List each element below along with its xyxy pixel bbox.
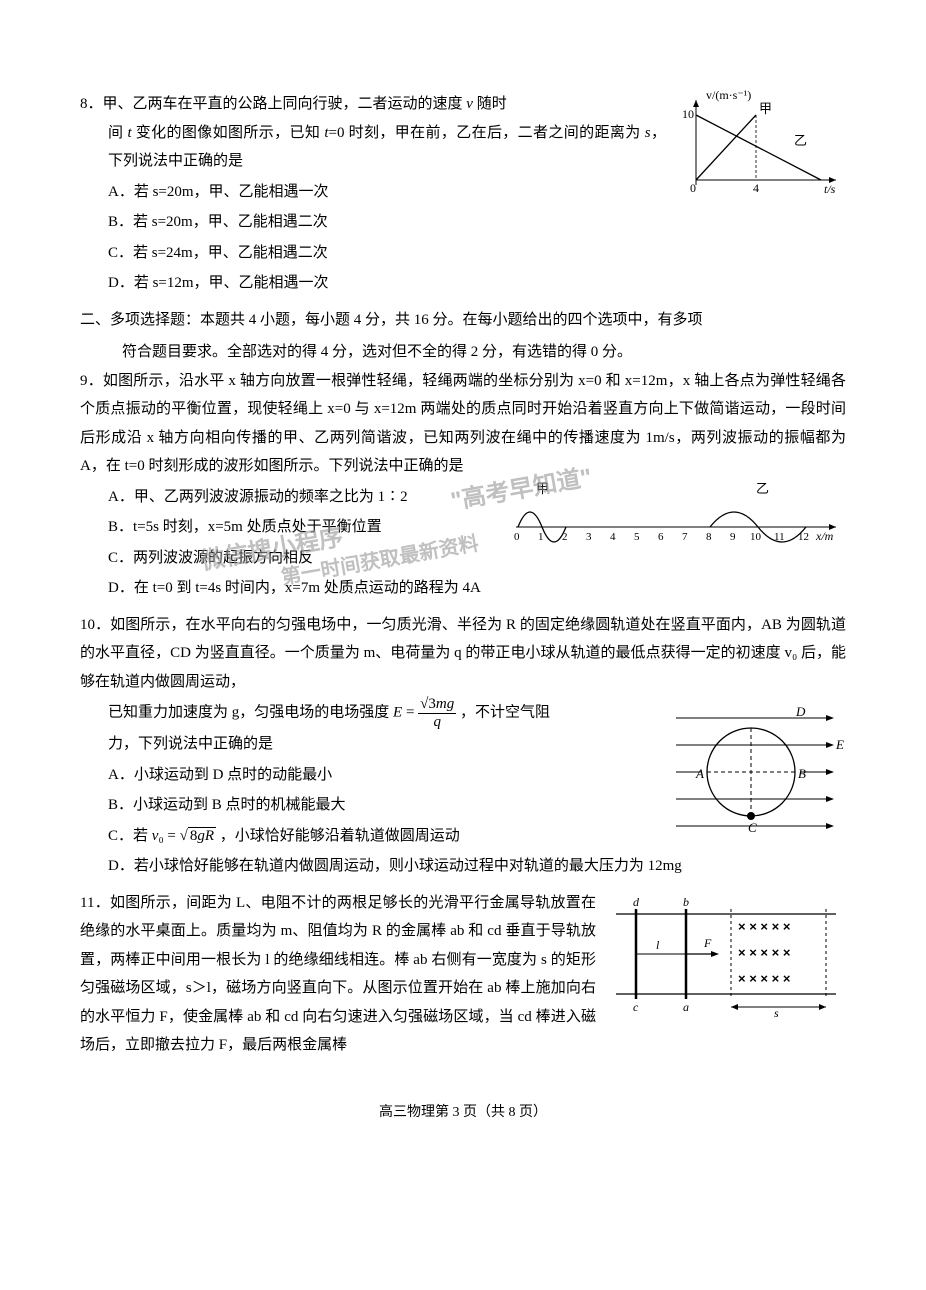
svg-text:c: c	[633, 1000, 639, 1014]
svg-text:b: b	[683, 895, 689, 909]
svg-text:3: 3	[586, 531, 592, 543]
svg-text:10: 10	[750, 531, 762, 543]
svg-text:甲: 甲	[759, 101, 772, 116]
svg-text:乙: 乙	[756, 481, 769, 496]
svg-text:D: D	[795, 704, 806, 719]
svg-text:× × × × ×: × × × × ×	[738, 971, 791, 986]
q8-optB: B．若 s=20m，甲、乙能相遇二次	[80, 208, 846, 237]
question-8: 10 0 4 v/(m·s⁻¹) t/s 甲 乙 8．甲、乙两车在平直的公路上同…	[80, 90, 846, 298]
svg-text:× × × × ×: × × × × ×	[738, 945, 791, 960]
svg-text:甲: 甲	[536, 481, 549, 496]
q9-optD: D．在 t=0 到 t=4s 时间内，x=7m 处质点运动的路程为 4A	[80, 574, 846, 603]
q8-optC: C．若 s=24m，甲、乙能相遇二次	[80, 239, 846, 268]
svg-text:12: 12	[798, 531, 809, 543]
q8-graph: 10 0 4 v/(m·s⁻¹) t/s 甲 乙	[676, 90, 846, 200]
q8-figure: 10 0 4 v/(m·s⁻¹) t/s 甲 乙	[676, 90, 846, 211]
q9-num: 9．	[80, 373, 103, 389]
svg-text:1: 1	[538, 531, 544, 543]
svg-text:v/(m·s⁻¹): v/(m·s⁻¹)	[706, 90, 751, 102]
q11-figure: × × × × × × × × × × × × × × × d b c a l …	[606, 889, 846, 1030]
svg-text:乙: 乙	[794, 133, 807, 148]
svg-text:0: 0	[690, 181, 696, 195]
section2-title: 二、多项选择题：本题共 4 小题，每小题 4 分，共 16 分。在每小题给出的四…	[80, 306, 846, 335]
q11-num: 11．	[80, 895, 110, 911]
q8-optD: D．若 s=12m，甲、乙能相遇一次	[80, 269, 846, 298]
svg-text:10: 10	[682, 107, 694, 121]
section2-sub: 符合题目要求。全部选对的得 4 分，选对但不全的得 2 分，有选错的得 0 分。	[80, 338, 846, 367]
svg-text:F: F	[703, 936, 712, 950]
q10-stem1: 10．如图所示，在水平向右的匀强电场中，一匀质光滑、半径为 R 的固定绝缘圆轨道…	[80, 611, 846, 697]
svg-text:9: 9	[730, 531, 736, 543]
svg-text:d: d	[633, 895, 640, 909]
svg-text:C: C	[748, 820, 757, 835]
q9-graph: 012 345 678 91011 12 x/m 甲 乙	[506, 477, 846, 562]
svg-text:E: E	[835, 737, 844, 752]
question-9: 9．如图所示，沿水平 x 轴方向放置一根弹性轻绳，轻绳两端的坐标分别为 x=0 …	[80, 367, 846, 603]
q9-figure: 012 345 678 91011 12 x/m 甲 乙	[506, 477, 846, 573]
svg-text:a: a	[683, 1000, 689, 1014]
svg-text:0: 0	[514, 531, 520, 543]
q10-graph: A B C D E	[666, 700, 846, 840]
svg-text:A: A	[695, 766, 704, 781]
svg-text:l: l	[656, 938, 660, 952]
svg-text:6: 6	[658, 531, 664, 543]
q8-num: 8．	[80, 96, 103, 112]
svg-text:4: 4	[610, 531, 616, 543]
svg-text:5: 5	[634, 531, 640, 543]
question-11: × × × × × × × × × × × × × × × d b c a l …	[80, 889, 846, 1060]
q10-optD: D．若小球恰好能够在轨道内做圆周运动，则小球运动过程中对轨道的最大压力为 12m…	[80, 852, 846, 881]
svg-text:x/m: x/m	[815, 529, 834, 543]
svg-text:7: 7	[682, 531, 688, 543]
q11-graph: × × × × × × × × × × × × × × × d b c a l …	[606, 889, 846, 1019]
svg-text:s: s	[774, 1006, 779, 1019]
svg-text:8: 8	[706, 531, 712, 543]
svg-text:t/s: t/s	[824, 182, 836, 196]
svg-text:× × × × ×: × × × × ×	[738, 919, 791, 934]
q10-num: 10．	[80, 617, 110, 633]
svg-text:B: B	[798, 766, 806, 781]
q9-stem: 9．如图所示，沿水平 x 轴方向放置一根弹性轻绳，轻绳两端的坐标分别为 x=0 …	[80, 367, 846, 481]
q10-figure: A B C D E	[666, 700, 846, 851]
svg-text:4: 4	[753, 181, 759, 195]
question-10: 10．如图所示，在水平向右的匀强电场中，一匀质光滑、半径为 R 的固定绝缘圆轨道…	[80, 611, 846, 881]
page-footer: 高三物理第 3 页（共 8 页）	[80, 1100, 846, 1127]
